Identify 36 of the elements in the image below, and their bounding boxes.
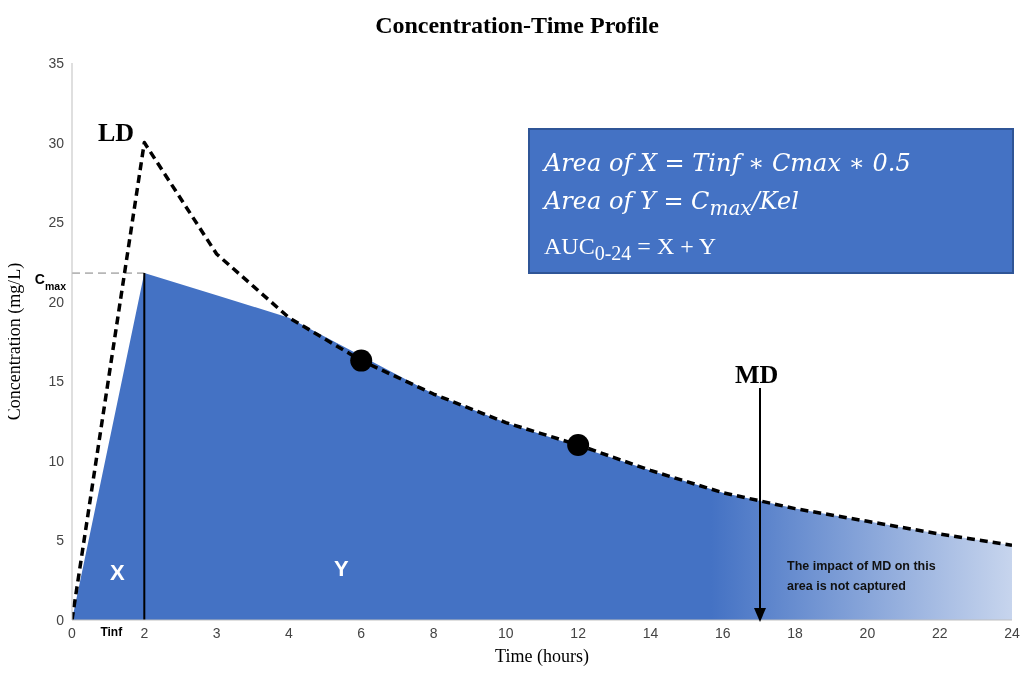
x-tick-label: 0 xyxy=(68,624,77,641)
x-tick-label: 20 xyxy=(859,624,876,641)
x-tick-label: 14 xyxy=(642,624,659,641)
y-tick-label: 15 xyxy=(48,373,65,390)
x-tick-label: 16 xyxy=(714,624,731,641)
formula-box: Area of X = Tinf ∗ Cmax ∗ 0.5 Area of Y = C$_{max}$/Kel AUC$_{0-24}$ = X + Y xyxy=(528,128,1014,274)
annotation: LD xyxy=(98,118,135,148)
y-tick-label: 0 xyxy=(56,611,65,628)
ref-line-label: C$_{max}$ xyxy=(34,271,67,293)
y-tick-label: 35 xyxy=(48,54,65,71)
x-tick-label: 24 xyxy=(1004,624,1020,641)
x-tick-label: 3 xyxy=(212,624,221,641)
y-tick-label: 30 xyxy=(48,134,65,151)
annotation: The impact of MD on this area is not captured xyxy=(787,558,937,595)
annotation: AUC$_{0-24}$ = X + Y xyxy=(544,231,718,266)
annotation: MD xyxy=(735,360,779,390)
x-axis-title: Time (hours) xyxy=(495,646,589,667)
y-tick-label: 10 xyxy=(48,452,65,469)
x-tick-label: 8 xyxy=(429,624,438,641)
x-tick-label: 12 xyxy=(570,624,587,641)
x-tick-label: 2 xyxy=(140,624,149,641)
annotation: Area of X = Tinf ∗ Cmax ∗ 0.5 xyxy=(544,148,912,179)
annotation: Area of Y = C$_{max}$/Kel xyxy=(544,186,800,222)
y-tick-label: 5 xyxy=(56,532,65,549)
x-tick-label: 4 xyxy=(285,624,294,641)
annotation: X xyxy=(110,560,125,586)
chart-title: Concentration-Time Profile xyxy=(374,12,660,39)
annotation: Y xyxy=(334,556,349,582)
y-axis-title: Concentration (mg/L) xyxy=(4,262,26,421)
ref-line-label: Tinf xyxy=(100,625,124,639)
x-tick-label: 18 xyxy=(787,624,804,641)
x-tick-label: 6 xyxy=(357,624,366,641)
y-tick-label: 20 xyxy=(48,293,65,310)
x-tick-label: 22 xyxy=(931,624,948,641)
y-tick-label: 25 xyxy=(48,214,65,231)
x-tick-label: 10 xyxy=(498,624,514,641)
